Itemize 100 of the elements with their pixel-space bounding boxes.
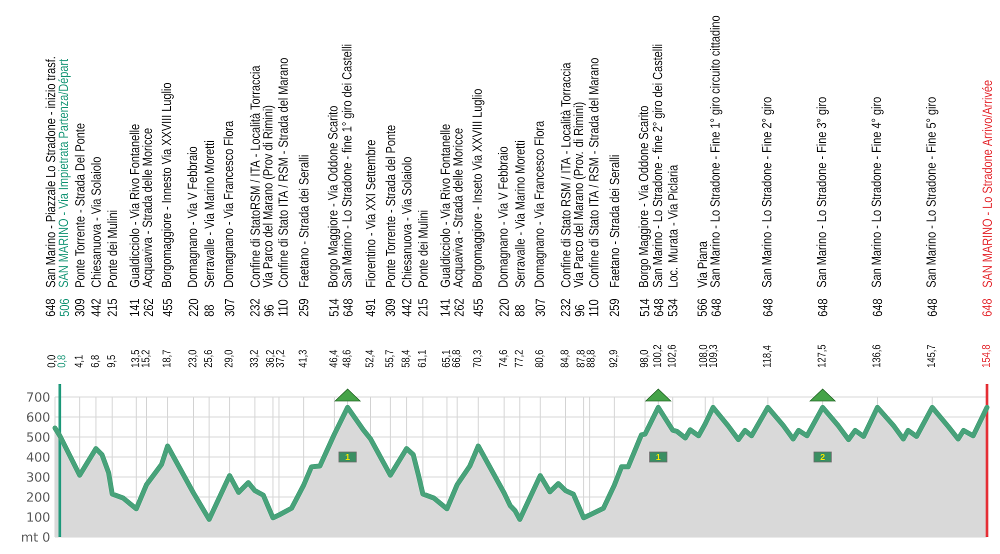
x-tick-label: 55,7: [385, 350, 395, 368]
text: Ponte Torrente - Strada del Ponte: [385, 125, 396, 287]
text: Ponte Torrente - Strada Del Ponte: [74, 124, 85, 287]
x-tick-label: 37,2: [276, 350, 286, 368]
x-tick-label: 84,8: [560, 350, 570, 368]
x-tick-label: 15,2: [141, 350, 151, 368]
text: Borgo Maggiore - Via Oddone Scarito: [328, 106, 340, 287]
text: 96: [264, 305, 274, 316]
text: 88: [204, 305, 214, 316]
annotation: 1: [346, 454, 350, 460]
x-tick-label: 136,6: [872, 344, 882, 368]
text: Borgo Maggiore - Via Oddone Scarito: [638, 106, 651, 287]
text: 215: [107, 298, 117, 316]
text: 96: [574, 305, 584, 316]
x-tick-label: 80,6: [535, 350, 545, 368]
text: 491: [366, 299, 376, 316]
text: Borgomaggiore - Innesto Via XXVIII Luglio: [161, 83, 174, 287]
text: 232: [250, 299, 260, 316]
x-tick-label: 58,4: [402, 350, 411, 368]
text: 141: [130, 299, 139, 316]
text: 648: [982, 298, 992, 316]
text: 514: [640, 298, 650, 316]
text: SAN MARINO - Lo Stradone Arrivo/Arrivée: [982, 80, 992, 288]
y-tick-label: 700: [27, 392, 50, 402]
text: Serravalle - Via Marino Moretti: [514, 141, 525, 288]
text: Loc. Murata - Via Piclaria: [668, 164, 678, 287]
text: 309: [74, 299, 84, 316]
text: Gualdicciolo - Via Rivo Fontanelle: [440, 124, 450, 288]
text: 648: [343, 298, 353, 316]
text: Domagnano - Via Francesco Flora: [223, 120, 236, 287]
text: Fiorentino - Via XXI Settembre: [366, 140, 376, 287]
text: Serravalle - Via Marino Moretti: [204, 141, 214, 288]
y-tick-label: 500: [27, 432, 50, 442]
y-tick-label: 200: [27, 492, 50, 502]
x-tick-label: 65,1: [442, 350, 452, 368]
x-tick-label: 70,3: [473, 350, 483, 368]
y-tick-label: 600: [26, 412, 50, 422]
y-tick-label: 100: [28, 512, 50, 522]
text: San Marino - Lo Stradone - Fine 3° giro: [816, 97, 829, 288]
x-tick-label: 109,3: [709, 344, 718, 368]
text: San Marino - Lo Stradone - fine 1° giro dei Castelli: [342, 44, 354, 288]
x-tick-label: 48,6: [342, 350, 352, 368]
x-tick-label: 25,6: [204, 350, 214, 368]
x-tick-label: 23,0: [188, 350, 198, 368]
text: 307: [224, 299, 234, 316]
x-tick-label: 74,6: [499, 350, 508, 368]
text: 259: [298, 299, 308, 316]
text: 232: [560, 299, 570, 316]
x-tick-label: 77,2: [514, 350, 524, 368]
text: 110: [588, 300, 598, 316]
text: 648: [872, 298, 882, 316]
text: 455: [162, 298, 172, 316]
text: 309: [386, 299, 396, 316]
x-tick-label: 33,2: [250, 350, 260, 368]
text: Confine di Stato ITA / RSM - Strada del Marano: [588, 58, 599, 288]
text: 648: [818, 298, 828, 316]
x-tick-label: 66,8: [452, 350, 462, 368]
text: 442: [91, 299, 101, 316]
annotation: 1: [656, 454, 660, 460]
text: Chiesanuova - Via Solaiolo: [402, 157, 412, 288]
text: San Marino - Lo Stradone - Fine 2° giro: [762, 97, 774, 288]
text: Domagnano - Via V Febbraio: [187, 146, 200, 287]
text: San Marino - Lo Stradone - Fine 4° giro: [871, 97, 884, 288]
x-tick-label: 154,8: [982, 344, 992, 368]
text: Acquaviva - Strada delle Moricce: [452, 128, 466, 288]
x-tick-label: 98,0: [640, 350, 650, 368]
x-tick-label: 100,2: [653, 344, 663, 368]
text: 110: [278, 300, 288, 316]
text: 262: [144, 299, 154, 316]
text: Borgomaggiore - Inseto Via XXVIII Luglio: [472, 89, 484, 287]
x-tick-label: 29,0: [224, 350, 234, 368]
text: Confine di Stato ITA / RSM - Strada del Marano: [278, 58, 288, 288]
text: 455: [474, 298, 483, 316]
y-tick-label: mt 0: [22, 532, 50, 542]
text: San Marino - Lo Stradone - Fine 1° giro circuito cittadino: [710, 16, 722, 288]
text: 506: [60, 298, 70, 316]
text: Chiesanuova - Via Solaiolo: [91, 157, 101, 288]
x-tick-label: 88,8: [586, 350, 596, 368]
x-tick-label: 118,4: [762, 345, 772, 368]
x-tick-label: 87,8: [576, 350, 586, 368]
text: Via Piana: [697, 241, 708, 288]
text: Ponte dei Mulini: [418, 210, 428, 287]
x-tick-label: 61,1: [418, 350, 428, 368]
text: 215: [418, 298, 428, 316]
x-tick-label: 0,0: [47, 355, 57, 368]
x-tick-label: 127,5: [818, 344, 827, 368]
text: 648: [928, 298, 937, 316]
x-tick-label: 46,4: [329, 350, 339, 368]
x-tick-label: 6,8: [90, 355, 100, 368]
x-tick-label: 52,4: [365, 350, 375, 368]
text: 220: [188, 298, 198, 316]
text: Confine di StatoRSM / ITA - Località Torraccia: [250, 66, 260, 288]
text: 262: [454, 299, 464, 316]
text: Faetano - Strada dei Seralli: [298, 155, 309, 287]
text: 259: [610, 299, 620, 316]
text: Via Parco del Marano (Prov di Rimini): [262, 106, 276, 288]
x-tick-label: 0,8: [57, 355, 67, 368]
text: Gualdicciolo - Via Rivo Fontanelle: [130, 124, 140, 288]
text: 648: [711, 298, 721, 316]
x-tick-label: 145,7: [927, 344, 936, 368]
